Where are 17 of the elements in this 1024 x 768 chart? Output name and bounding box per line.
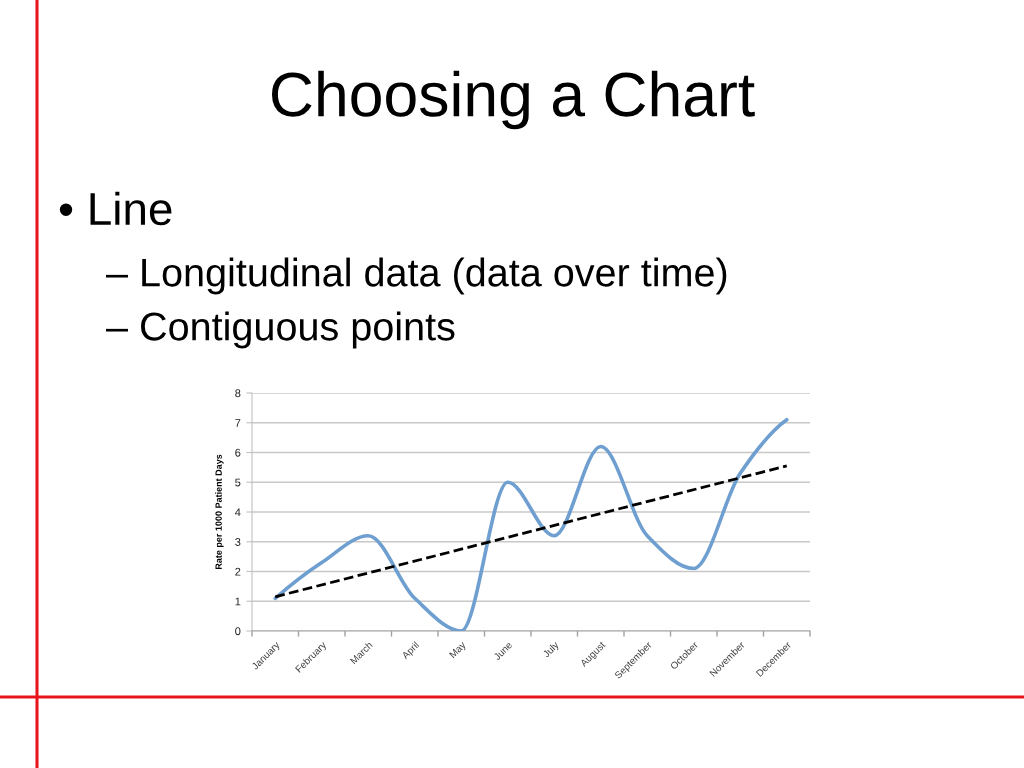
y-tick-label: 1: [235, 597, 241, 606]
y-tick-label: 6: [235, 448, 241, 457]
y-tick-label: 8: [235, 389, 241, 398]
y-tick-label: 0: [235, 627, 241, 636]
y-tick-label: 4: [234, 508, 241, 517]
y-tick-label: 3: [235, 538, 241, 546]
text: • Line: [59, 191, 172, 226]
x-tick-label: July: [542, 640, 561, 660]
line-series: [273, 417, 789, 631]
y-axis-title: Rate per 1000 Patient Days: [215, 454, 224, 570]
text: – Contiguous points: [106, 311, 455, 349]
text: – Longitudinal data (data over time): [106, 257, 727, 295]
y-tick-label: 7: [235, 419, 241, 427]
x-tick-label: May: [449, 640, 468, 660]
y-tick-label: 2: [235, 567, 241, 576]
chart-title: Choosing a Chart: [272, 70, 755, 130]
y-tick-label: 5: [235, 478, 241, 487]
